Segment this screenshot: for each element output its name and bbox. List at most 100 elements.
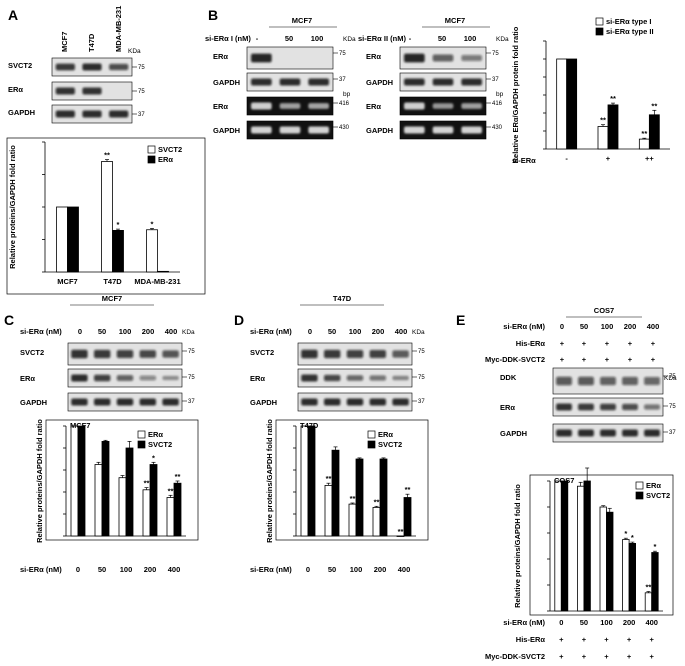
condition-value: +: [604, 652, 609, 661]
bar-ERα: [599, 506, 607, 612]
condition-label: Myc-DDK-SVCT2: [485, 355, 545, 364]
bar-ERα: [324, 484, 333, 537]
blot-A-SVCT2: [51, 57, 133, 77]
significance-mark: **: [144, 479, 150, 488]
x-tick-label: MCF7: [57, 277, 77, 286]
bar-si-ERα type II: [566, 58, 578, 150]
bar-SVCT2: [125, 447, 134, 537]
blot-B-band: [251, 53, 272, 63]
legend-label: SVCT2: [378, 440, 402, 449]
blot-B-band: [308, 126, 329, 134]
kda-label: KDa: [496, 36, 509, 43]
significance-mark: **: [405, 485, 411, 494]
marker-label: 75: [138, 89, 145, 95]
condition-value: +: [627, 652, 632, 661]
blot-B-band: [404, 78, 425, 86]
bar-SVCT2: [149, 464, 158, 537]
legend-swatch: [595, 27, 604, 36]
blot-E-band: [644, 429, 660, 437]
x-tick-label: T47D: [103, 277, 122, 286]
condition-value: 100: [601, 322, 614, 331]
condition-value: +: [651, 355, 656, 364]
blot-label: ERα: [20, 374, 35, 383]
marker-label: 75: [669, 404, 676, 410]
blot-B-band: [404, 126, 425, 134]
blot-C-band: [71, 349, 88, 359]
blot-D-band: [346, 375, 364, 381]
blot-B-band: [251, 126, 272, 134]
blot-label: ERα: [213, 52, 228, 61]
blot-C: [67, 368, 183, 388]
blot-C-band: [139, 398, 157, 406]
panel-letter-B: B: [208, 7, 218, 23]
blot-D-band: [369, 375, 387, 381]
bar-si-ERα type II: [648, 114, 660, 150]
bar-ERα: [577, 485, 585, 612]
bar-si-ERα type II: [607, 104, 619, 150]
bar-SVCT2: [146, 229, 158, 273]
marker-label: 37: [669, 430, 676, 436]
lane-label: T47D: [87, 33, 96, 52]
significance-mark: *: [624, 529, 627, 538]
condition-value: +: [559, 635, 564, 644]
bar-SVCT2: [606, 511, 614, 612]
condition-value: +: [651, 339, 656, 348]
x-axis-label: si-ERα (nM): [20, 565, 62, 574]
blot-C-band: [162, 350, 179, 358]
blot-E-band: [600, 429, 616, 437]
x-tick-label: 0: [306, 565, 310, 574]
blot-C-band: [162, 398, 179, 406]
blot-D-band: [323, 349, 341, 359]
bar-SVCT2: [307, 425, 316, 537]
conc-value: 100: [349, 327, 362, 336]
significance-mark: *: [152, 453, 155, 462]
blot-B-band: [279, 126, 301, 134]
blot-label: GAPDH: [366, 78, 393, 87]
x-tick-label: 100: [350, 565, 363, 574]
blot-C-band: [162, 375, 179, 381]
condition-value: 0: [560, 322, 564, 331]
bar-ERα: [166, 497, 175, 537]
blot-label: ERα: [500, 403, 515, 412]
blot-B-band: [308, 103, 329, 109]
legend-swatch: [595, 17, 604, 26]
y-axis-label: Relative proteins/GAPDH fold ratio: [265, 419, 274, 543]
blot-B-band: [432, 78, 454, 86]
blot-C-band: [71, 398, 88, 406]
blot-C-band: [93, 349, 111, 359]
blot-E-band: [622, 376, 638, 386]
blot-C: [67, 392, 183, 412]
x-tick-label: 50: [98, 565, 106, 574]
blot-C-band: [116, 375, 134, 381]
blot-B: [399, 120, 487, 140]
chart-title: COS7: [554, 476, 574, 485]
blot-B: [246, 96, 334, 116]
legend-label: ERα: [158, 155, 173, 164]
condition-value: +: [559, 652, 564, 661]
blot-label: GAPDH: [213, 78, 240, 87]
legend-label: ERα: [148, 430, 163, 439]
blot-C-band: [116, 350, 134, 358]
blot-D-band: [369, 350, 387, 358]
bar-ERα: [300, 425, 309, 537]
legend-label: si-ERα type I: [606, 17, 651, 26]
blot-B: [246, 46, 334, 70]
blot-label: ERα: [213, 102, 228, 111]
bar-ERα: [554, 480, 562, 612]
blot-E: [552, 367, 664, 395]
blot-D-band: [392, 398, 409, 406]
condition-value: 400: [647, 322, 660, 331]
blot-E-band: [622, 429, 638, 437]
x-tick-label: MDA-MB-231: [134, 277, 180, 286]
marker-label: 430: [492, 125, 503, 131]
marker-label: 430: [339, 125, 350, 131]
lane-label: MCF7: [60, 32, 69, 52]
significance-mark: **: [350, 494, 356, 503]
blot-label: ERα: [366, 52, 381, 61]
y-axis-label: Relative ERα/GAPDH protein fold ratio: [511, 26, 520, 163]
figure-layer: A MCF7 T47D MDA-MB-231 KDa SVCT2 75 ERα 75 GAPDH 3…: [4, 6, 677, 661]
condition-label: His-ERα: [516, 635, 546, 644]
blot-D-band: [301, 398, 318, 406]
blot-D-band: [392, 375, 409, 381]
